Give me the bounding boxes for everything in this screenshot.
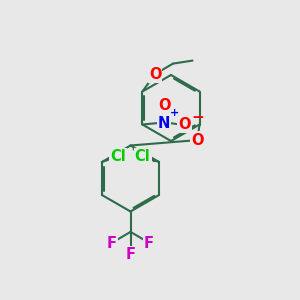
Text: +: +	[170, 108, 180, 118]
Text: O: O	[191, 133, 203, 148]
Text: O: O	[149, 67, 161, 82]
Text: Cl: Cl	[135, 149, 151, 164]
Text: O: O	[178, 117, 191, 132]
Text: F: F	[144, 236, 154, 251]
Text: F: F	[125, 247, 136, 262]
Text: N: N	[158, 116, 170, 130]
Text: Cl: Cl	[110, 149, 126, 164]
Text: −: −	[191, 110, 204, 125]
Text: F: F	[107, 236, 117, 251]
Text: O: O	[158, 98, 170, 113]
